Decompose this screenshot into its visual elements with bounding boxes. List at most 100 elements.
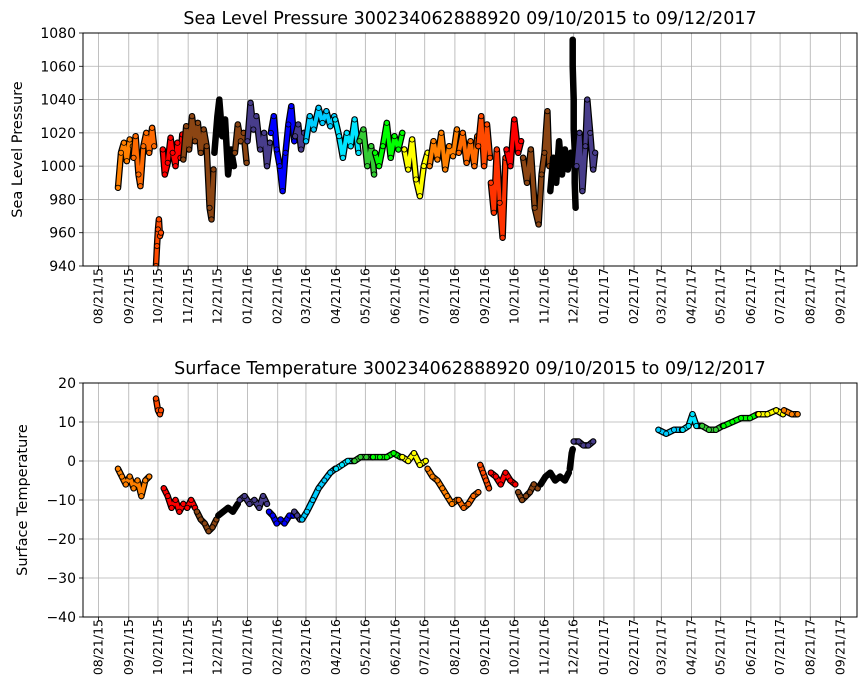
data-point xyxy=(339,154,346,161)
x-tick-label: 01/21/17 xyxy=(596,268,611,324)
plot-data xyxy=(114,36,599,266)
x-tick-label: 06/21/17 xyxy=(743,268,758,324)
data-point xyxy=(592,149,599,156)
series-8-line xyxy=(245,100,272,169)
data-point xyxy=(176,508,183,515)
data-point xyxy=(475,143,482,150)
data-point xyxy=(225,504,232,511)
data-point xyxy=(746,415,753,422)
data-point xyxy=(655,426,662,433)
x-tick-label: 11/21/15 xyxy=(180,268,195,324)
data-point xyxy=(118,149,125,156)
data-point xyxy=(193,508,200,515)
data-point xyxy=(167,134,174,141)
data-point xyxy=(265,508,272,515)
data-point xyxy=(277,516,284,523)
data-point xyxy=(273,520,280,527)
data-point xyxy=(467,138,474,145)
x-tick-label: 08/21/16 xyxy=(447,268,462,324)
y-tick-label: −10 xyxy=(46,493,76,509)
data-point xyxy=(203,143,210,150)
data-point xyxy=(132,133,139,140)
data-point xyxy=(323,108,330,115)
data-point xyxy=(503,146,510,153)
data-point xyxy=(206,204,213,211)
data-point xyxy=(794,411,801,418)
data-point xyxy=(720,422,727,429)
data-point xyxy=(267,129,274,136)
data-point xyxy=(590,438,597,445)
data-point xyxy=(253,113,260,120)
data-point xyxy=(541,149,548,156)
data-point xyxy=(273,146,280,153)
data-point xyxy=(524,179,531,186)
data-point xyxy=(375,163,382,170)
data-point xyxy=(391,133,398,140)
x-tick-label: 03/21/17 xyxy=(653,619,668,675)
data-point xyxy=(291,508,298,515)
x-tick-label: 08/21/17 xyxy=(802,619,817,675)
data-point xyxy=(208,216,215,223)
data-point xyxy=(550,154,557,161)
data-point xyxy=(123,158,130,165)
data-point xyxy=(137,183,144,190)
y-tick-label: 960 xyxy=(49,226,76,242)
data-point xyxy=(459,129,466,136)
data-point xyxy=(405,166,412,173)
data-point xyxy=(535,221,542,228)
data-point xyxy=(294,512,301,519)
y-tick-label: −20 xyxy=(46,532,76,548)
data-point xyxy=(527,146,534,153)
data-point xyxy=(315,485,322,492)
y-axis-label: Surface Temperature xyxy=(15,424,31,576)
x-tick-label: 12/21/15 xyxy=(209,268,224,324)
data-point xyxy=(126,473,133,480)
data-point xyxy=(526,489,533,496)
data-point xyxy=(449,153,456,160)
x-tick-label: 09/21/16 xyxy=(477,619,492,675)
data-point xyxy=(356,138,363,145)
data-point xyxy=(351,457,358,464)
data-point xyxy=(518,138,525,145)
chart-title: Surface Temperature 300234062888920 09/1… xyxy=(174,359,766,379)
data-point xyxy=(270,113,277,120)
data-point xyxy=(118,473,125,480)
data-point xyxy=(231,149,238,156)
data-point xyxy=(184,504,191,511)
data-point xyxy=(571,179,578,186)
data-point xyxy=(573,163,580,170)
data-point xyxy=(183,123,190,130)
x-tick-label: 09/21/16 xyxy=(477,268,492,324)
data-point xyxy=(151,143,158,150)
x-tick-label: 06/21/17 xyxy=(743,619,758,675)
data-point xyxy=(564,166,571,173)
data-point xyxy=(306,113,313,120)
data-point xyxy=(201,520,208,527)
data-point xyxy=(351,116,358,123)
data-point xyxy=(143,129,150,136)
data-point xyxy=(194,119,201,126)
data-point xyxy=(347,143,354,150)
data-point xyxy=(566,465,573,472)
series-19-line xyxy=(488,147,508,240)
data-point xyxy=(561,477,568,484)
data-point xyxy=(434,477,441,484)
x-tick-label: 08/21/15 xyxy=(91,619,106,675)
data-point xyxy=(295,121,302,128)
y-tick-label: 1040 xyxy=(40,93,76,109)
data-point xyxy=(481,163,488,170)
data-point xyxy=(134,477,141,484)
data-point xyxy=(483,121,490,128)
data-point xyxy=(153,242,160,249)
data-point xyxy=(405,457,412,464)
data-point xyxy=(215,512,222,519)
x-tick-label: 08/21/17 xyxy=(802,268,817,324)
data-point xyxy=(302,138,309,145)
data-point xyxy=(355,149,362,156)
data-point xyxy=(511,116,518,123)
data-point xyxy=(214,113,221,120)
data-point xyxy=(309,496,316,503)
data-point xyxy=(387,154,394,161)
data-point xyxy=(260,493,267,500)
data-point xyxy=(556,138,563,145)
